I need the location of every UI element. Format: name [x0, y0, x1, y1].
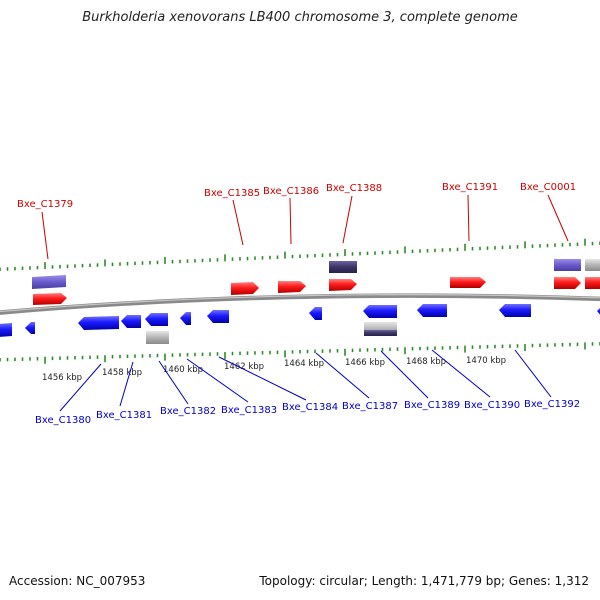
gene-label[interactable]: Bxe_C1387 — [342, 401, 398, 412]
scale-label: 1462 kbp — [224, 362, 264, 372]
gene-label[interactable]: Bxe_C1380 — [35, 415, 91, 426]
scale-label: 1458 kbp — [102, 368, 142, 378]
gene-feature[interactable] — [554, 259, 581, 271]
gene-arrow[interactable] — [417, 304, 447, 317]
genome-summary-text: Topology: circular; Length: 1,471,779 bp… — [259, 574, 589, 588]
scale-label: 1460 kbp — [163, 365, 203, 375]
gene-arrow[interactable] — [25, 322, 35, 334]
scale-label: 1470 kbp — [466, 356, 506, 366]
gene-arrow[interactable] — [207, 310, 229, 323]
gene-feature[interactable] — [32, 275, 66, 289]
lower-tick-row — [0, 342, 600, 364]
gene-label[interactable]: Bxe_C1385 — [204, 188, 260, 199]
upper-label-leaders — [41, 194, 569, 260]
genome-backbone-highlight — [0, 294, 600, 313]
gene-arrow[interactable] — [499, 304, 531, 317]
gene-feature[interactable] — [146, 331, 169, 344]
gene-arrow[interactable] — [78, 316, 119, 330]
lower-label-leaders — [59, 349, 552, 412]
gene-arrow[interactable] — [585, 277, 600, 289]
forward-features — [32, 259, 600, 305]
gene-arrow[interactable] — [309, 307, 322, 320]
gene-feature[interactable] — [585, 259, 600, 271]
lower-gene-labels: Bxe_C1380 Bxe_C1381 Bxe_C1382 Bxe_C1383 … — [35, 399, 580, 426]
gene-label[interactable]: Bxe_C1383 — [221, 405, 277, 416]
gene-label[interactable]: Bxe_C1384 — [282, 402, 338, 413]
accession-text: Accession: NC_007953 — [9, 574, 146, 588]
gene-label[interactable]: Bxe_C1382 — [160, 406, 216, 417]
gene-feature-band — [364, 330, 397, 336]
scale-label: 1464 kbp — [284, 359, 324, 369]
gene-arrow[interactable] — [363, 305, 397, 318]
scale-label: 1456 kbp — [42, 373, 82, 383]
gene-label[interactable]: Bxe_C1389 — [404, 400, 460, 411]
gene-label[interactable]: Bxe_C1390 — [464, 400, 520, 411]
upper-tick-row — [0, 238, 600, 271]
gene-label[interactable]: Bxe_C0001 — [520, 182, 576, 193]
gene-arrow[interactable] — [180, 312, 191, 325]
gene-arrow[interactable] — [450, 277, 486, 288]
gene-arrow[interactable] — [597, 306, 600, 317]
genome-backbone — [0, 293, 600, 315]
scale-label: 1466 kbp — [345, 358, 385, 368]
gene-label[interactable]: Bxe_C1386 — [263, 186, 319, 197]
gene-label[interactable]: Bxe_C1381 — [96, 410, 152, 421]
reverse-features — [0, 304, 600, 344]
scale-label: 1468 kbp — [406, 357, 446, 367]
gene-arrow[interactable] — [329, 279, 357, 291]
gene-label[interactable]: Bxe_C1392 — [524, 399, 580, 410]
gene-arrow[interactable] — [121, 315, 141, 328]
gene-arrow[interactable] — [278, 281, 306, 293]
gene-arrow[interactable] — [145, 313, 168, 326]
scale-labels: 1456 kbp 1458 kbp 1460 kbp 1462 kbp 1464… — [42, 356, 506, 383]
gene-arrow[interactable] — [231, 282, 259, 295]
gene-label[interactable]: Bxe_C1379 — [17, 199, 73, 210]
upper-gene-labels: Bxe_C1379 Bxe_C1385 Bxe_C1386 Bxe_C1388 … — [17, 182, 576, 210]
gene-feature[interactable] — [329, 261, 357, 273]
gene-label[interactable]: Bxe_C1388 — [326, 183, 382, 194]
map-title: Burkholderia xenovorans LB400 chromosome… — [82, 10, 518, 25]
gene-arrow[interactable] — [0, 323, 12, 337]
gene-arrow[interactable] — [33, 293, 67, 305]
gene-label[interactable]: Bxe_C1391 — [442, 182, 498, 193]
gene-arrow[interactable] — [554, 277, 581, 289]
